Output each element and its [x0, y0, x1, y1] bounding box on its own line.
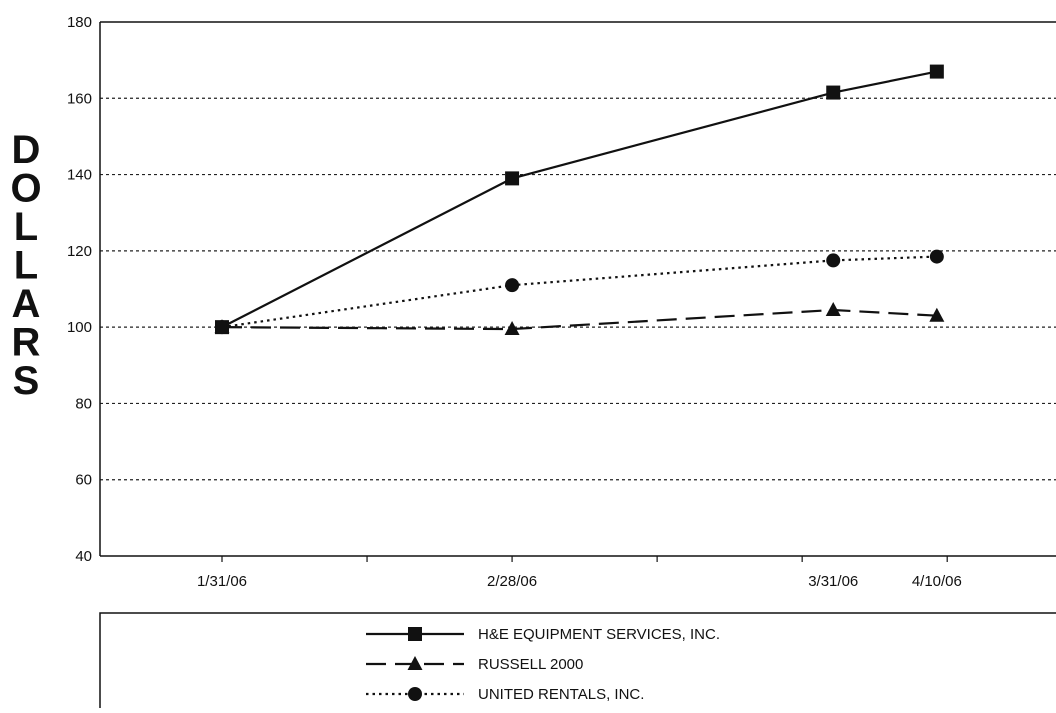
y-tick-labels: 40 60 80 100 120 140 160 180 [67, 14, 92, 565]
x-tick-labels: 1/31/06 2/28/06 3/31/06 4/10/06 [197, 573, 962, 590]
y-tick-label: 140 [67, 167, 92, 184]
circle-marker [215, 320, 229, 335]
legend-box [99, 612, 1056, 713]
grid-lines [100, 97, 1056, 481]
y-tick-label: 40 [75, 548, 92, 565]
y-tick-label: 100 [67, 319, 92, 336]
y-tick-label: 80 [75, 395, 92, 412]
square-marker [505, 171, 520, 186]
y-tick-label: 160 [67, 90, 92, 107]
legend-label: H&E EQUIPMENT SERVICES, INC. [478, 626, 720, 643]
legend-item: UNITED RENTALS, INC. [366, 686, 644, 703]
y-tick-label: 60 [75, 472, 92, 489]
y-axis-label-letter: L [14, 244, 38, 288]
triangle-marker [825, 301, 841, 316]
series-line [221, 308, 937, 331]
legend-item: RUSSELL 2000 [366, 656, 583, 673]
square-marker [408, 627, 422, 641]
y-axis-label-letter: D [12, 128, 41, 172]
legend: H&E EQUIPMENT SERVICES, INC. RUSSELL 2000… [99, 612, 1056, 713]
circle-marker [505, 278, 520, 293]
series-lines [214, 64, 945, 336]
circle-marker [826, 253, 841, 268]
y-axis-label-letter: R [12, 321, 41, 365]
y-tick-label: 180 [67, 14, 92, 31]
triangle-marker [929, 307, 945, 322]
y-axis-label-letter: O [10, 167, 41, 211]
triangle-marker [407, 656, 423, 670]
series-line [221, 70, 938, 329]
square-marker [929, 64, 944, 79]
circle-marker [929, 249, 944, 264]
x-tick-label: 3/31/06 [808, 573, 858, 590]
series-group [214, 301, 945, 336]
axes [99, 21, 1056, 562]
series-group [215, 64, 944, 335]
y-axis-label-letter: L [14, 205, 38, 249]
y-axis-label-letter: S [13, 359, 40, 403]
square-marker [826, 85, 841, 100]
legend-label: UNITED RENTALS, INC. [478, 686, 644, 703]
y-tick-label: 120 [67, 243, 92, 260]
series-line [221, 255, 937, 329]
triangle-marker [504, 321, 520, 336]
legend-item: H&E EQUIPMENT SERVICES, INC. [366, 626, 720, 643]
y-axis-label-letter: A [12, 282, 41, 326]
circle-marker [408, 687, 422, 701]
x-tick-label: 4/10/06 [912, 573, 962, 590]
x-tick-label: 1/31/06 [197, 573, 247, 590]
x-tick-label: 2/28/06 [487, 573, 537, 590]
series-group [215, 249, 944, 335]
legend-label: RUSSELL 2000 [478, 656, 583, 673]
